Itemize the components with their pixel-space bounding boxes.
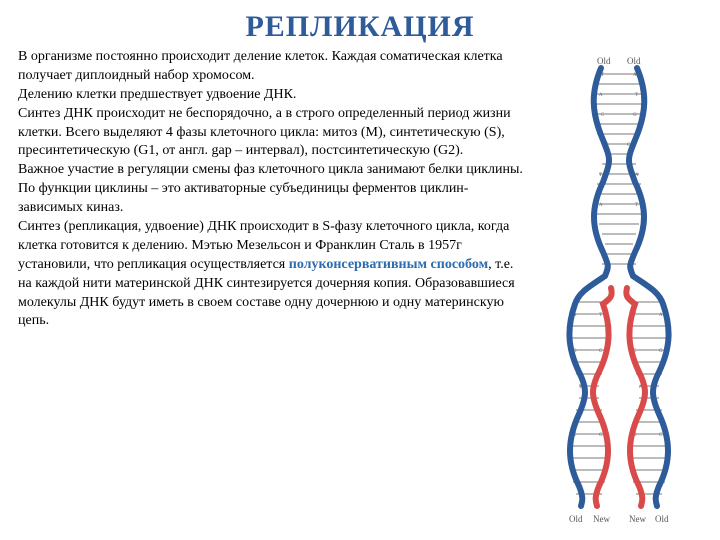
parent-helix: TA AT CG GC TA AT [594, 68, 645, 276]
svg-text:G: G [659, 349, 663, 354]
paragraph-3: Синтез ДНК происходит не беспорядочно, а… [18, 105, 528, 162]
label-old-left: Old [597, 56, 611, 66]
p5-highlight: полуконсервативным способом [289, 257, 488, 272]
label-bottom-new-1: New [593, 514, 610, 524]
paragraph-2: Делению клетки предшествует удвоение ДНК… [18, 86, 528, 105]
content-row: В организме постоянно происходит деление… [0, 48, 720, 532]
label-bottom-old-2: Old [655, 514, 669, 524]
label-bottom-new-2: New [629, 514, 646, 524]
svg-text:G: G [633, 113, 637, 118]
paragraph-1: В организме постоянно происходит деление… [18, 48, 528, 86]
replication-fork: AT GC TA CG [569, 276, 669, 506]
bottom-labels: Old New New Old [569, 514, 669, 524]
svg-text:T: T [599, 313, 602, 318]
svg-text:T: T [635, 203, 638, 208]
body-text: В организме постоянно происходит деление… [18, 48, 534, 532]
dna-diagram-column: Old Old T A [534, 48, 704, 532]
label-bottom-old-1: Old [569, 514, 583, 524]
dna-replication-diagram: Old Old T A [539, 52, 699, 532]
page-title: РЕПЛИКАЦИЯ [0, 0, 720, 48]
svg-text:A: A [599, 203, 603, 208]
paragraph-4: Важное участие в регуляции смены фаз кле… [18, 161, 528, 218]
svg-text:A: A [599, 93, 603, 98]
svg-text:T: T [635, 93, 638, 98]
paragraph-5: Синтез (репликация, удвоение) ДНК происх… [18, 218, 528, 331]
svg-text:A: A [659, 313, 663, 318]
svg-text:G: G [599, 433, 603, 438]
label-old-right: Old [627, 56, 641, 66]
